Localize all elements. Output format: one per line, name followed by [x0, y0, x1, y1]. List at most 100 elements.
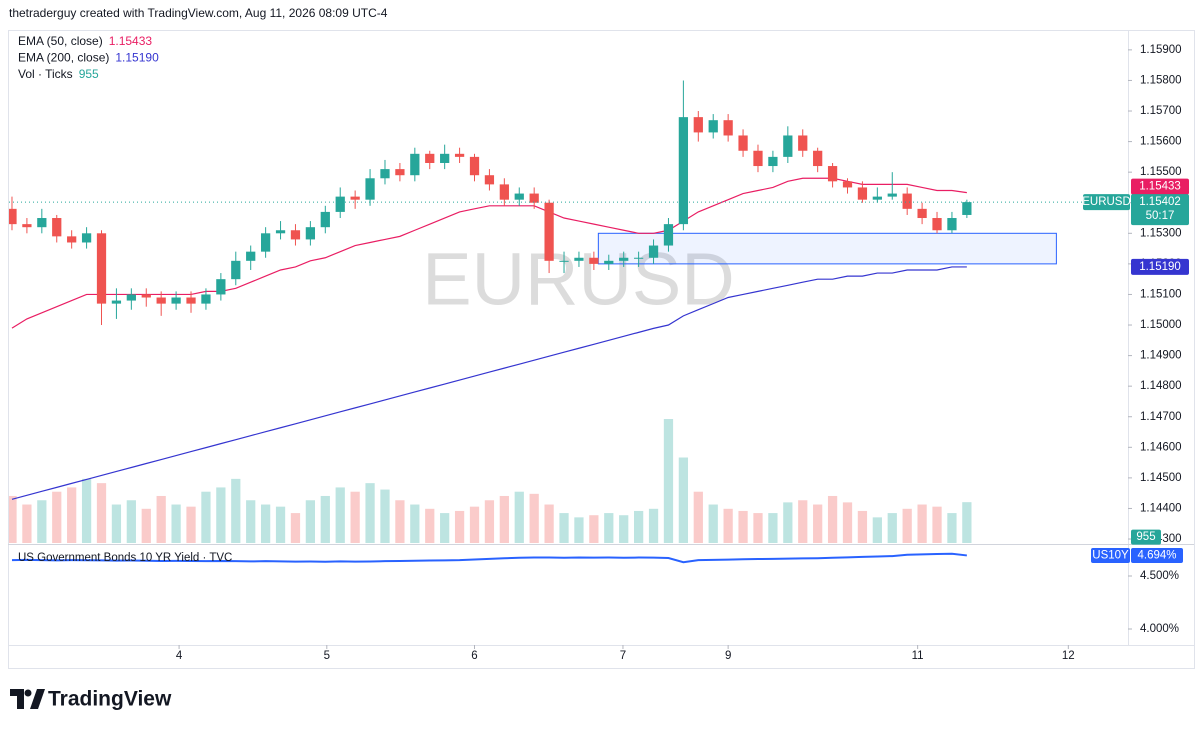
- y-tick-label: 1.15100: [1140, 288, 1182, 300]
- x-tick-label: 12: [1062, 650, 1075, 662]
- volume-bar: [648, 508, 659, 543]
- candle-body: [395, 169, 405, 176]
- yield-symbol-badge-bg: [1091, 547, 1130, 563]
- volume-bar: [887, 513, 897, 543]
- candle-body: [753, 150, 763, 167]
- volume-bar: [52, 491, 62, 543]
- ema200-badge: 1.15190: [1139, 261, 1181, 273]
- volume-bar: [350, 491, 360, 543]
- volume-badge: 955: [1136, 531, 1155, 543]
- chart-frame: [8, 30, 1195, 669]
- x-tick-label: 11: [912, 650, 924, 662]
- candle-body: [768, 156, 778, 167]
- volume-bar: [753, 513, 763, 543]
- volume-bar: [947, 513, 957, 543]
- candle-body: [678, 117, 689, 225]
- candle-body: [9, 208, 17, 225]
- zone: [597, 232, 1057, 265]
- volume-bar: [708, 504, 718, 543]
- volume-bar: [156, 495, 166, 543]
- volume-bar: [305, 500, 316, 543]
- candle-body: [96, 233, 107, 304]
- candle-body: [917, 208, 927, 219]
- y-tick-label: 1.14400: [1140, 502, 1182, 514]
- candle-body: [260, 233, 271, 252]
- volume-bar: [514, 491, 524, 543]
- candle-body: [783, 135, 793, 157]
- volume-badge-bg: [1131, 529, 1161, 545]
- y-tick-label: 1.15600: [1140, 136, 1182, 148]
- volume-bar: [693, 491, 703, 543]
- candle-body: [723, 120, 733, 136]
- candle-body: [962, 202, 972, 215]
- volume-bar: [440, 513, 450, 543]
- candle-body: [738, 135, 748, 151]
- plot: EURUSD: [9, 80, 1128, 543]
- volume-bar: [932, 506, 942, 543]
- volume-bar: [827, 495, 838, 543]
- candle-body: [425, 153, 435, 163]
- volume-bar: [231, 478, 241, 543]
- y-tick-label: 1.14500: [1140, 472, 1182, 484]
- volume-bar: [783, 502, 793, 543]
- ema50-badge: 1.15433: [1139, 181, 1181, 193]
- volume-bar: [9, 495, 17, 543]
- candle-body: [365, 178, 375, 200]
- pane-legend: US Government Bonds 10 YR Yield · TVC: [18, 552, 232, 564]
- y-tick-label: 4.500%: [1140, 570, 1179, 582]
- volume-bar: [663, 419, 674, 543]
- candle-body: [857, 187, 868, 200]
- candle-body: [947, 218, 957, 231]
- volume-bar: [425, 508, 435, 543]
- watermark: EURUSD: [422, 238, 734, 321]
- volume-bar: [589, 515, 599, 543]
- volume-bar: [798, 500, 808, 543]
- volume-bar: [484, 500, 495, 543]
- volume-bar: [171, 504, 181, 543]
- candle-body: [335, 196, 345, 212]
- volume-bar: [499, 495, 509, 543]
- candle-body: [619, 257, 629, 261]
- candle-body: [872, 196, 882, 200]
- candle-body: [275, 230, 286, 234]
- volume-bar: [22, 504, 32, 543]
- volume-bar: [857, 510, 868, 543]
- candle-body: [827, 166, 838, 182]
- last-price: 1.15402: [1139, 196, 1181, 208]
- candle-body: [156, 297, 166, 304]
- ema-line: [11, 177, 967, 329]
- candle-body: [589, 257, 599, 264]
- volume-bar: [723, 508, 733, 543]
- x-tick-label: 9: [725, 650, 731, 662]
- yield-badge-bg: [1131, 547, 1183, 563]
- candle-body: [529, 193, 539, 203]
- volume-bar: [201, 491, 211, 543]
- volume-bar: [111, 504, 122, 543]
- candle-body: [514, 193, 524, 200]
- volume-bar: [604, 513, 614, 543]
- candle-body: [708, 120, 718, 133]
- volume-bar: [126, 500, 136, 543]
- volume-bar: [872, 517, 882, 543]
- candle-body: [126, 294, 136, 301]
- ema50-badge-bg: [1131, 178, 1189, 195]
- volume-bar: [37, 500, 47, 543]
- volume-bar: [141, 508, 151, 543]
- candle-body: [67, 236, 77, 243]
- volume-bar: [469, 506, 480, 543]
- y-tick-label: 4.000%: [1140, 623, 1179, 635]
- x-tick-label: 4: [176, 650, 183, 662]
- candle-body: [499, 184, 509, 200]
- candle-body: [305, 227, 316, 240]
- x-tick-label: 7: [620, 650, 626, 662]
- volume-bar: [633, 510, 644, 543]
- legend-value: 1.15433: [109, 34, 153, 48]
- candle-body: [798, 135, 808, 151]
- candle-body: [246, 251, 256, 261]
- chart-layer: EURUSD 1.15900 1.15800 1.15700 1.15600 1.1550…: [9, 34, 1189, 662]
- volume-bar: [96, 483, 107, 543]
- candle-body: [380, 169, 390, 179]
- volume-bar: [619, 515, 629, 543]
- volume-bar: [395, 500, 405, 543]
- volume-bar: [335, 487, 345, 543]
